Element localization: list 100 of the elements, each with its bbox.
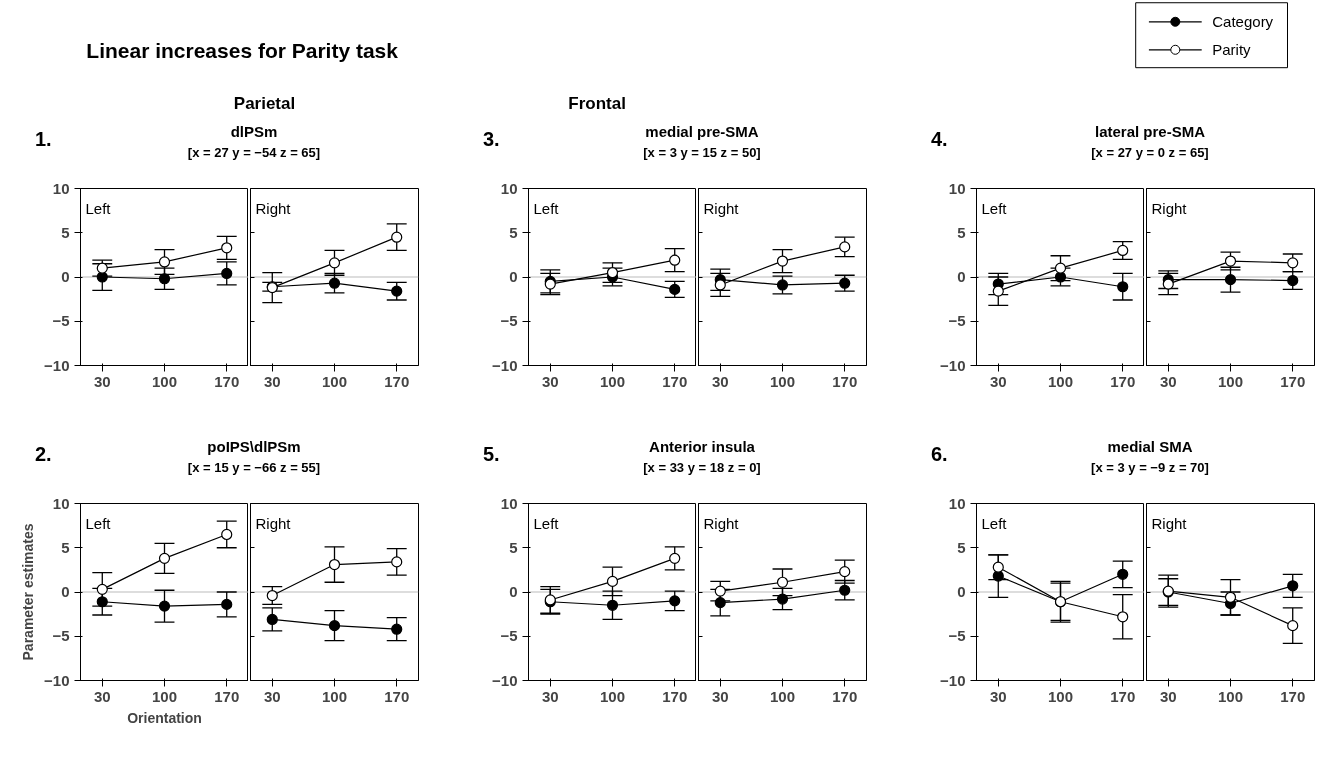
chart-title: dlPSm [229, 122, 279, 142]
x-tick-label: 100 [151, 687, 178, 705]
annotation: Right [703, 200, 740, 218]
annotation: Left [981, 200, 1008, 218]
y-tick-label: 5 [61, 538, 70, 556]
text: Frontal [568, 94, 626, 114]
x-tick-label: 30 [541, 687, 559, 705]
x-tick-label: 30 [93, 372, 111, 390]
x-tick-label: 100 [1047, 687, 1074, 705]
chart-title: lateral pre-SMA [1093, 122, 1206, 142]
x-tick-label: 100 [769, 687, 796, 705]
x-tick-label: 100 [1217, 372, 1244, 390]
annotation: Left [85, 200, 112, 218]
legend-label: Parity [1212, 41, 1252, 59]
text: Linear increases for Parity task [86, 39, 399, 63]
x-tick-label: 100 [321, 687, 348, 705]
x-tick-label: 30 [1159, 372, 1177, 390]
annotation: Right [703, 515, 740, 533]
chart-title: medial pre-SMA [644, 122, 760, 142]
y-tick-label: 10 [500, 179, 518, 197]
x-tick-label: 30 [263, 687, 281, 705]
x-tick-label: 170 [1110, 372, 1136, 390]
text: 2. [35, 442, 52, 467]
y-tick-label: −5 [500, 312, 518, 330]
x-tick-label: 170 [214, 372, 240, 390]
annotation: Right [1151, 200, 1188, 218]
y-tick-label: 5 [509, 538, 518, 556]
annotation: Left [533, 200, 560, 218]
x-tick-label: 30 [711, 687, 729, 705]
y-tick-label: −5 [52, 627, 70, 645]
y-tick-label: −10 [44, 356, 70, 374]
y-tick-label: 10 [52, 179, 70, 197]
text: 5. [483, 442, 500, 467]
y-tick-label: 0 [957, 583, 966, 600]
text: 6. [931, 442, 948, 467]
y-tick-label: 5 [957, 538, 966, 556]
y-tick-label: 10 [52, 494, 70, 512]
y-tick-label: −10 [940, 356, 966, 374]
x-tick-label: 100 [599, 372, 626, 390]
y-tick-label: −10 [492, 356, 518, 374]
y-tick-label: 5 [957, 223, 966, 241]
x-tick-label: 170 [1110, 687, 1136, 705]
y-tick-label: 10 [948, 494, 966, 512]
y-tick-label: −5 [948, 627, 966, 645]
y-tick-label: −5 [500, 627, 518, 645]
x-tick-label: 170 [1280, 372, 1306, 390]
x-tick-label: 170 [1280, 687, 1306, 705]
annotation: Left [85, 515, 112, 533]
legend-label: Category [1212, 13, 1274, 31]
text: 3. [483, 127, 500, 152]
text: Parietal [233, 94, 296, 114]
y-tick-label: 5 [61, 223, 70, 241]
x-tick-label: 170 [832, 372, 858, 390]
text: 1. [35, 127, 52, 152]
chart-subtitle: [x = 3 y = −9 z = 70] [1090, 459, 1210, 477]
y-tick-label: 5 [509, 223, 518, 241]
x-tick-label: 100 [1217, 687, 1244, 705]
x-tick-label: 100 [321, 372, 348, 390]
annotation: Right [1151, 515, 1188, 533]
y-tick-label: 10 [500, 494, 518, 512]
annotation: Right [255, 515, 292, 533]
annotation: Left [533, 515, 560, 533]
y-tick-label: −10 [492, 671, 518, 689]
annotation: Left [981, 515, 1008, 533]
y-tick-label: −5 [52, 312, 70, 330]
text: 4. [931, 127, 948, 152]
chart-title: medial SMA [1106, 437, 1194, 457]
x-tick-label: 170 [662, 372, 688, 390]
y-tick-label: 0 [509, 268, 518, 285]
chart-subtitle: [x = 27 y = −54 z = 65] [186, 144, 322, 162]
y-tick-label: 0 [957, 268, 966, 285]
x-tick-label: 30 [263, 372, 281, 390]
x-tick-label: 30 [1159, 687, 1177, 705]
x-tick-label: 170 [384, 687, 410, 705]
y-tick-label: 0 [61, 268, 70, 285]
y-tick-label: −5 [948, 312, 966, 330]
chart-subtitle: [x = 3 y = 15 z = 50] [642, 144, 762, 162]
chart-subtitle: [x = 27 y = 0 z = 65] [1090, 144, 1210, 162]
x-axis-title: Orientation [127, 709, 202, 726]
x-tick-label: 30 [541, 372, 559, 390]
annotation: Right [255, 200, 292, 218]
x-tick-label: 170 [214, 687, 240, 705]
x-tick-label: 100 [151, 372, 178, 390]
x-tick-label: 170 [384, 372, 410, 390]
x-tick-label: 30 [93, 687, 111, 705]
x-tick-label: 100 [769, 372, 796, 390]
y-tick-label: 10 [948, 179, 966, 197]
y-tick-label: 0 [61, 583, 70, 600]
x-tick-label: 170 [832, 687, 858, 705]
y-axis-title: Parameter estimates [20, 523, 37, 661]
x-tick-label: 30 [989, 687, 1007, 705]
x-tick-label: 100 [1047, 372, 1074, 390]
x-tick-label: 30 [989, 372, 1007, 390]
x-tick-label: 170 [662, 687, 688, 705]
chart-subtitle: [x = 33 y = 18 z = 0] [642, 459, 762, 477]
y-tick-label: 0 [509, 583, 518, 600]
chart-subtitle: [x = 15 y = −66 z = 55] [186, 459, 322, 477]
x-tick-label: 100 [599, 687, 626, 705]
chart-title: Anterior insula [648, 437, 756, 457]
y-tick-label: −10 [44, 671, 70, 689]
